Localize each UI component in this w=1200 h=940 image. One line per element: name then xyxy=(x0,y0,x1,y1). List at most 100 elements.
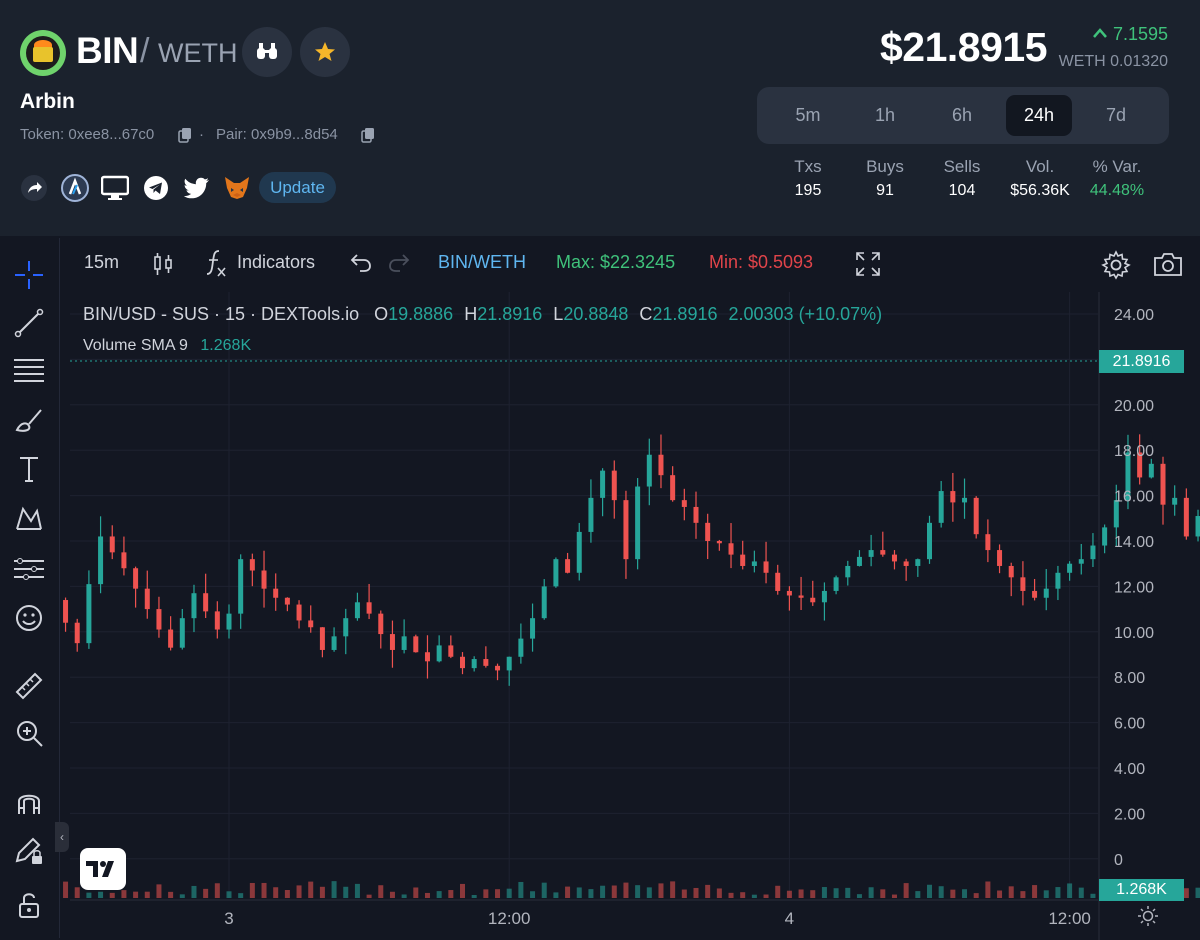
emoji-tool[interactable] xyxy=(10,599,48,637)
copy-pair-icon[interactable] xyxy=(360,127,376,143)
candle-body xyxy=(413,636,419,653)
volume-bar xyxy=(588,889,594,898)
timeframe-24h[interactable]: 24h xyxy=(1006,95,1072,136)
update-button[interactable]: Update xyxy=(259,172,336,203)
candle-body xyxy=(775,572,781,591)
fullscreen-button[interactable] xyxy=(855,251,881,282)
volume-bar xyxy=(378,885,384,898)
brush-icon xyxy=(15,409,42,432)
candle-body xyxy=(331,636,337,650)
candle-body xyxy=(845,565,851,578)
candle-body xyxy=(541,586,547,619)
star-icon xyxy=(315,42,335,61)
copy-token-icon[interactable] xyxy=(177,127,193,143)
candle-body xyxy=(156,609,162,630)
candle-body xyxy=(366,602,372,614)
arbitrum-button[interactable] xyxy=(61,174,89,202)
candle-body xyxy=(168,629,174,648)
candle-body xyxy=(1113,500,1119,528)
volume-bar xyxy=(1055,887,1061,898)
settings-button[interactable] xyxy=(1101,250,1131,285)
volume-tag: 1.268K xyxy=(1099,879,1184,901)
candle-body xyxy=(191,593,197,619)
y-tick-label: 8.00 xyxy=(1114,670,1145,687)
candle-body xyxy=(786,590,792,596)
volume-bar xyxy=(751,894,757,898)
sun-core xyxy=(1142,910,1154,922)
undo-button[interactable] xyxy=(350,252,372,279)
prediction-tool[interactable] xyxy=(10,550,48,588)
text-tool[interactable] xyxy=(10,450,48,488)
candle-body xyxy=(518,638,524,657)
volume-bar xyxy=(763,894,769,898)
metamask-button[interactable] xyxy=(223,174,251,202)
chart-background xyxy=(0,238,1200,940)
stat-value: 91 xyxy=(876,182,894,199)
volume-bar xyxy=(798,889,804,898)
stat-label: Buys xyxy=(866,157,904,176)
brush-tool[interactable] xyxy=(10,401,48,439)
candle-body xyxy=(378,613,384,635)
magnet-tool[interactable] xyxy=(10,783,48,821)
stat-sells: Sells 104 xyxy=(917,157,1007,200)
candle-body xyxy=(646,454,652,487)
y-tick-label: 16.00 xyxy=(1114,489,1154,506)
timeframe-5m[interactable]: 5m xyxy=(795,105,821,125)
zoom-tool[interactable] xyxy=(10,714,48,752)
volume-bar xyxy=(681,889,687,898)
binoculars-button[interactable] xyxy=(242,27,292,77)
telegram-button[interactable] xyxy=(142,174,170,202)
candle-body xyxy=(1148,463,1154,478)
crosshair-tool[interactable] xyxy=(10,256,48,294)
stat-txs: Txs 195 xyxy=(763,157,853,200)
fib-tool[interactable] xyxy=(10,351,48,389)
pattern-tool[interactable] xyxy=(10,500,48,538)
timeframe-6h[interactable]: 6h xyxy=(951,105,973,125)
tradingview-icon xyxy=(86,861,114,877)
stat-value: 44.48% xyxy=(1089,182,1145,199)
candle-body xyxy=(1125,452,1131,501)
candle-body xyxy=(495,665,501,671)
volume-bar xyxy=(821,887,827,898)
tradingview-logo[interactable] xyxy=(80,848,126,890)
trendline-tool[interactable] xyxy=(10,304,48,342)
timeframe-7d[interactable]: 7d xyxy=(1105,105,1127,125)
min-price: Min: $0.5093 xyxy=(709,252,814,272)
y-tick-label: 14.00 xyxy=(1114,534,1154,551)
candle-body xyxy=(1183,497,1189,537)
snapshot-button[interactable] xyxy=(1153,251,1183,282)
volume-bar xyxy=(448,890,454,898)
volume-bar xyxy=(833,888,839,898)
candle-body xyxy=(728,543,734,555)
lock-drawings-tool[interactable] xyxy=(10,832,48,870)
volume-bar xyxy=(950,889,956,898)
favorite-button[interactable] xyxy=(300,27,350,77)
twitter-button[interactable] xyxy=(183,174,211,202)
volume-bar xyxy=(238,893,244,898)
timeframe-1h[interactable]: 1h xyxy=(874,105,896,125)
volume-bar xyxy=(436,891,442,898)
measure-tool[interactable] xyxy=(10,667,48,705)
candle-body xyxy=(296,604,302,621)
sun-icon[interactable] xyxy=(1138,906,1158,926)
volume-bar xyxy=(716,888,722,898)
indicators-button[interactable]: Indicators xyxy=(237,252,316,272)
share-button[interactable] xyxy=(20,174,48,202)
candle-body xyxy=(1020,577,1026,591)
volume-bar xyxy=(623,882,629,898)
lock-tool[interactable] xyxy=(10,886,48,924)
telegram-icon xyxy=(144,176,168,200)
volume-bar xyxy=(249,882,255,898)
interval-selector[interactable]: 15m xyxy=(84,252,120,272)
volume-bar xyxy=(424,892,430,898)
volume-bar xyxy=(856,894,862,898)
indicators-icon-wrap[interactable] xyxy=(203,248,229,283)
website-button[interactable] xyxy=(101,174,129,202)
collapse-toolbar-button[interactable]: ‹ xyxy=(55,822,69,852)
volume-bar xyxy=(284,889,290,898)
chart-type-button[interactable] xyxy=(152,251,174,282)
volume-bar xyxy=(495,889,501,898)
redo-button[interactable] xyxy=(388,252,410,279)
volume-bar xyxy=(518,881,524,898)
